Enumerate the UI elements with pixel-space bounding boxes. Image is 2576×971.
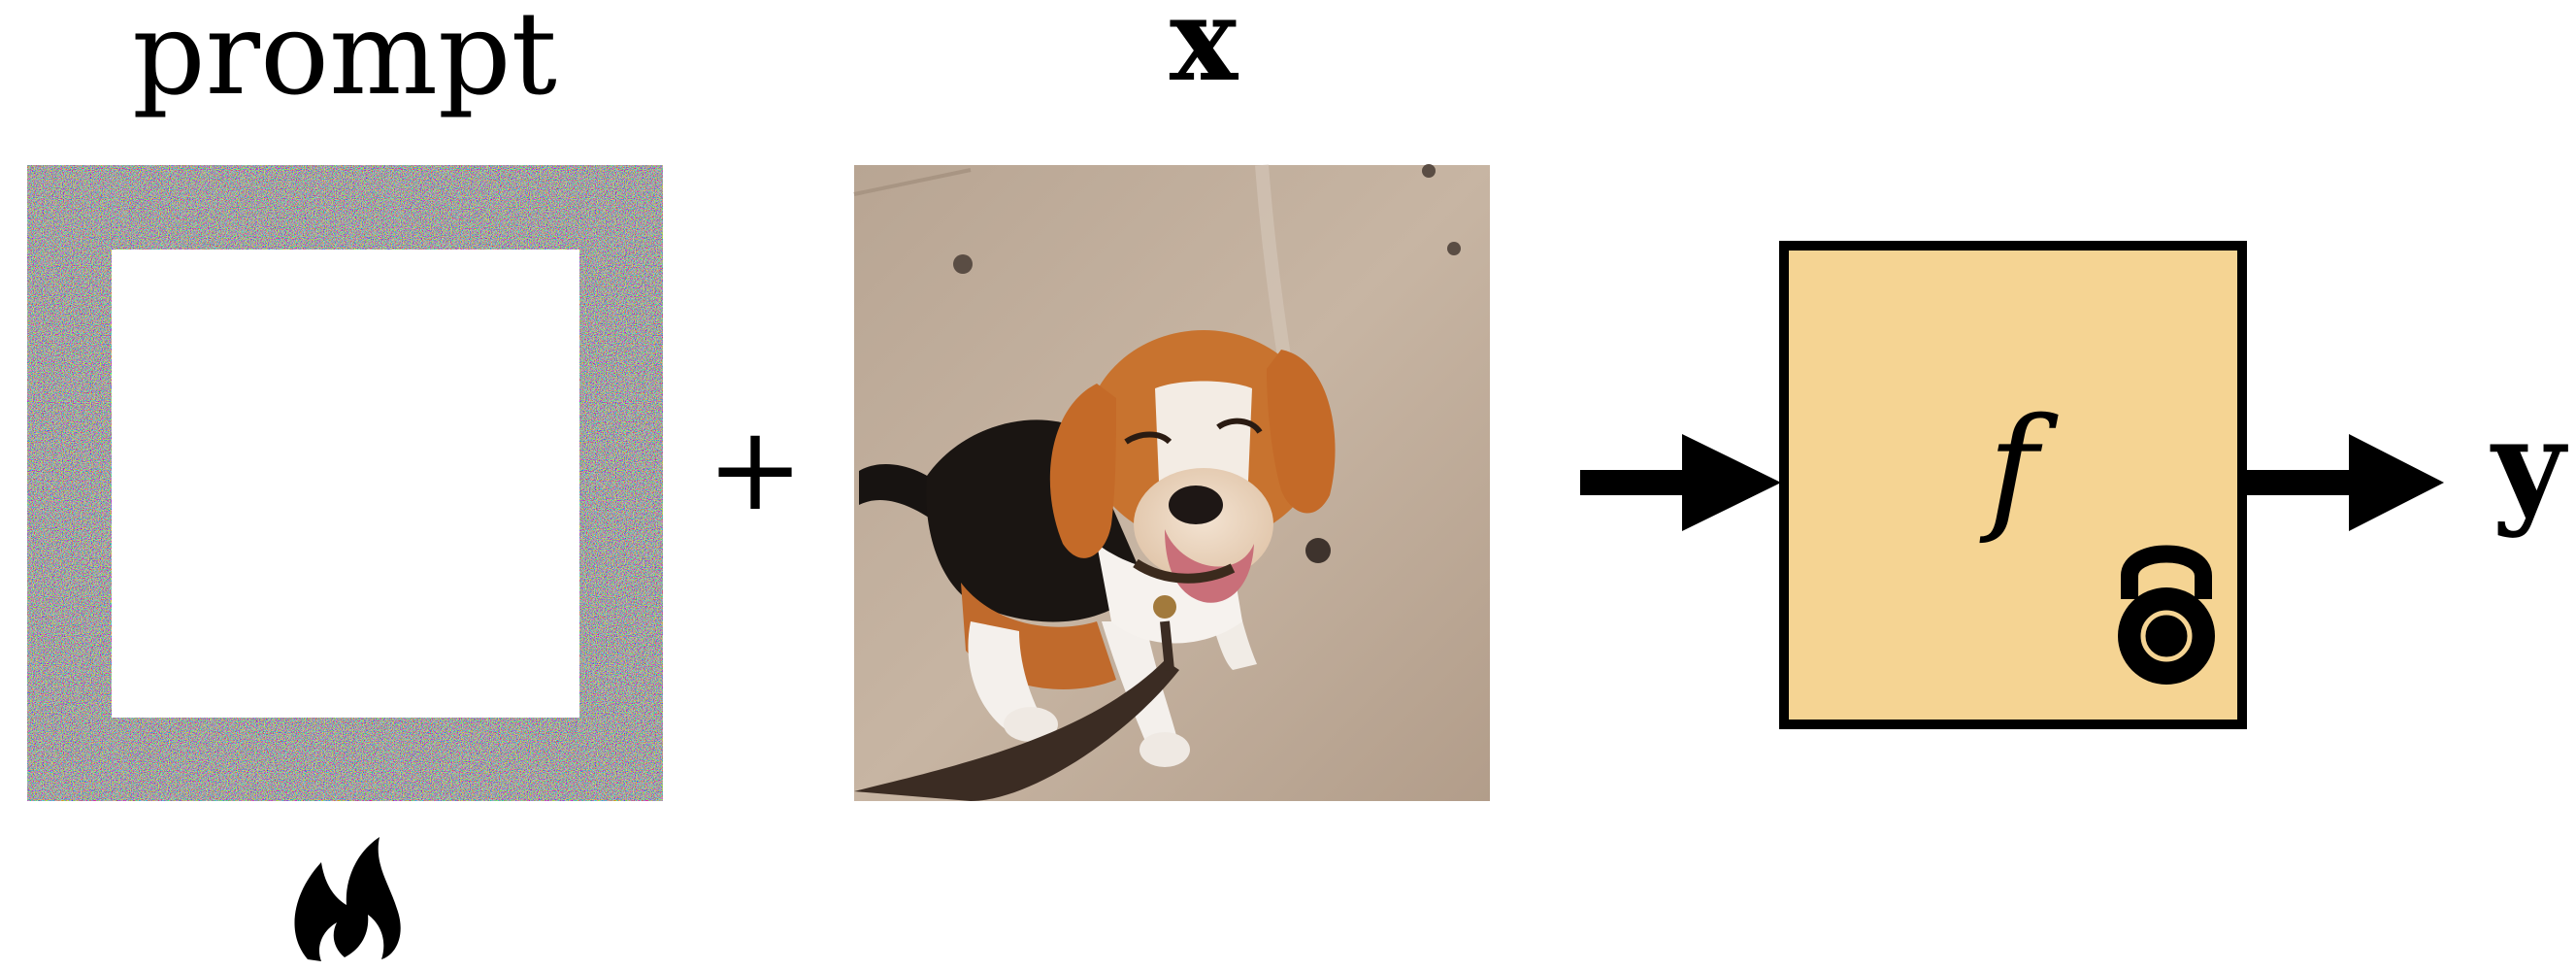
lock-icon bbox=[2118, 545, 2215, 685]
prompt-label: prompt bbox=[132, 0, 557, 120]
input-x-label: x bbox=[1170, 0, 1239, 107]
flame-icon bbox=[294, 837, 401, 961]
input-image-dog bbox=[853, 164, 1490, 801]
output-y-label: y bbox=[2490, 391, 2568, 540]
output-arrow bbox=[2247, 434, 2444, 531]
prompt-noise-frame bbox=[27, 165, 663, 801]
input-arrow bbox=[1580, 434, 1781, 531]
plus-operator: + bbox=[707, 402, 805, 537]
